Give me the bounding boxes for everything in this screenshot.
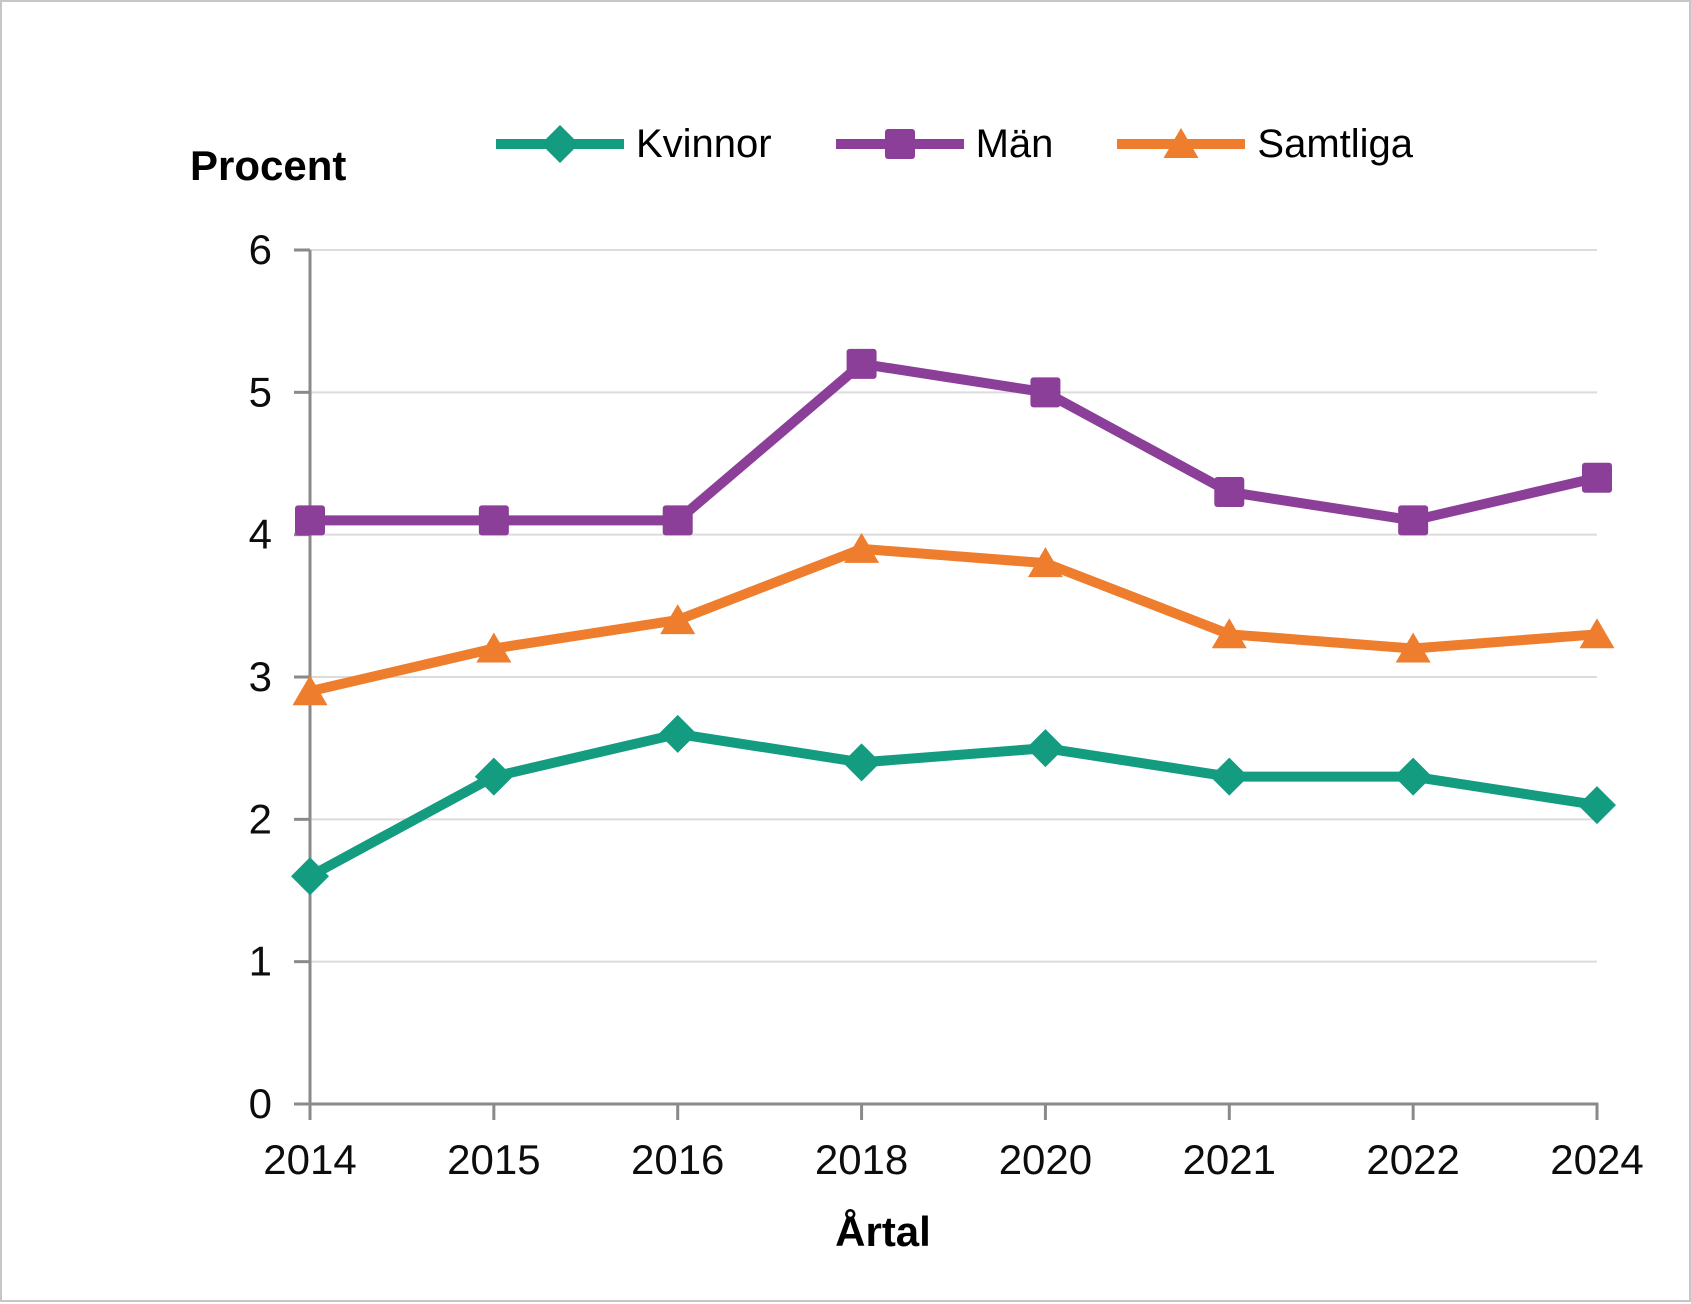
y-tick-label-2: 2 <box>249 795 272 842</box>
point-Kvinnor-2020 <box>1026 729 1065 768</box>
point-Kvinnor-2022 <box>1394 757 1433 796</box>
y-tick-label-0: 0 <box>249 1080 272 1127</box>
point-Kvinnor-2018 <box>842 743 881 782</box>
y-tick-label-6: 6 <box>249 226 272 273</box>
legend-marker-Samtliga <box>1163 128 1199 158</box>
x-tick-label-2024: 2024 <box>1550 1136 1643 1183</box>
point-Män-2016 <box>662 505 693 536</box>
point-Kvinnor-2016 <box>658 714 697 753</box>
legend-marker-Kvinnor <box>540 125 579 163</box>
legend-item-man: Män <box>834 120 1054 168</box>
point-Män-2018 <box>846 348 877 379</box>
point-Män-2014 <box>295 505 325 536</box>
x-tick-label-2016: 2016 <box>631 1136 724 1183</box>
point-Män-2020 <box>1030 377 1061 408</box>
point-Män-2022 <box>1398 505 1429 536</box>
legend-item-samtliga: Samtliga <box>1115 120 1413 168</box>
chart-legend: Kvinnor Män Samtliga <box>310 120 1597 168</box>
point-Kvinnor-2015 <box>474 757 513 796</box>
point-Män-2015 <box>478 505 509 536</box>
legend-marker-Män <box>884 129 915 159</box>
x-tick-label-2022: 2022 <box>1366 1136 1459 1183</box>
point-Samtliga-2018 <box>844 532 880 563</box>
x-tick-label-2015: 2015 <box>447 1136 540 1183</box>
series-line-Samtliga <box>305 543 1602 697</box>
legend-item-kvinnor: Kvinnor <box>494 120 772 168</box>
point-Samtliga-2016 <box>660 604 696 635</box>
y-tick-label-1: 1 <box>249 938 272 985</box>
point-Samtliga-2014 <box>292 675 328 706</box>
point-Samtliga-2021 <box>1211 618 1247 649</box>
series-line-Män <box>305 358 1602 526</box>
point-Samtliga-2015 <box>476 632 512 663</box>
legend-label-kvinnor: Kvinnor <box>635 121 772 166</box>
point-Kvinnor-2024 <box>1578 786 1616 825</box>
man-square-marker-icon <box>835 129 964 159</box>
y-tick-label-4: 4 <box>249 511 272 558</box>
x-tick-label-2018: 2018 <box>815 1136 908 1183</box>
point-Kvinnor-2021 <box>1210 757 1249 796</box>
point-Män-2024 <box>1582 462 1612 493</box>
kvinnor-diamond-marker-icon <box>495 125 624 163</box>
point-Samtliga-2022 <box>1395 632 1431 663</box>
series-line-Kvinnor <box>305 728 1602 882</box>
legend-label-samtliga: Samtliga <box>1257 121 1414 166</box>
y-tick-label-3: 3 <box>249 653 272 700</box>
x-axis-title: Årtal <box>835 1208 931 1255</box>
y-axis-title: Procent <box>190 142 347 189</box>
legend-label-man: Män <box>975 121 1054 166</box>
x-tick-label-2020: 2020 <box>999 1136 1092 1183</box>
point-Kvinnor-2014 <box>291 857 329 896</box>
x-tick-label-2014: 2014 <box>263 1136 356 1183</box>
point-Samtliga-2024 <box>1579 618 1615 649</box>
point-Samtliga-2020 <box>1027 547 1063 578</box>
point-Män-2021 <box>1214 476 1245 507</box>
samtliga-triangle-marker-icon <box>1117 128 1246 158</box>
x-tick-label-2021: 2021 <box>1183 1136 1276 1183</box>
y-tick-label-5: 5 <box>249 368 272 415</box>
